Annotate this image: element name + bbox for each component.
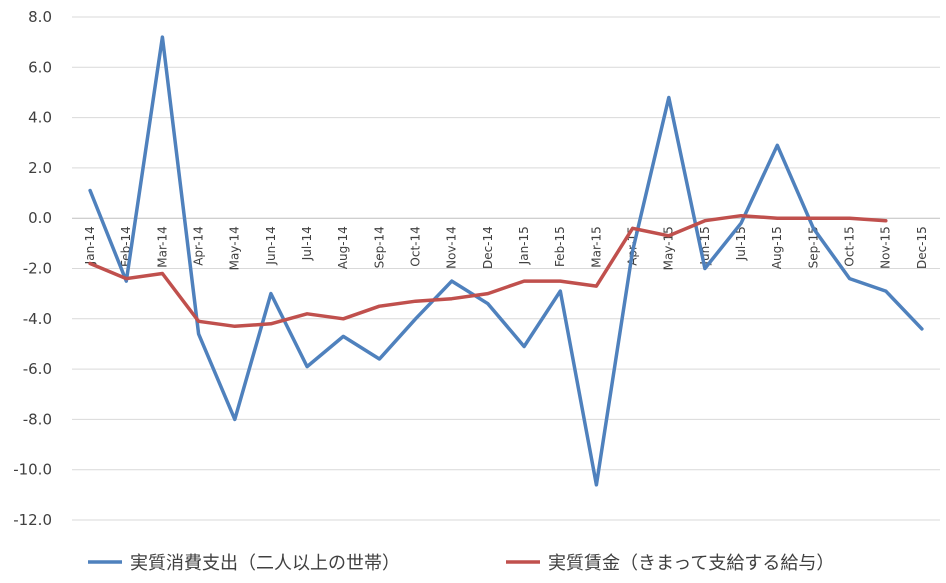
grid-lines <box>72 16 940 521</box>
x-tick-label: Nov-14 <box>445 226 459 269</box>
x-tick-label: Jul-15 <box>734 226 748 261</box>
x-tick-label: Oct-14 <box>409 226 423 266</box>
x-tick-label: Mar-14 <box>155 226 169 267</box>
x-tick-label: May-15 <box>662 226 676 270</box>
y-tick-label: -2.0 <box>23 260 52 278</box>
x-tick-label: Feb-15 <box>553 226 567 267</box>
y-tick-label: 4.0 <box>28 109 52 127</box>
y-tick-label: 6.0 <box>28 58 52 76</box>
y-tick-label: -12.0 <box>13 511 52 529</box>
x-tick-label: Apr-14 <box>192 226 206 266</box>
y-tick-label: -6.0 <box>23 360 52 378</box>
y-tick-label: 2.0 <box>28 159 52 177</box>
y-tick-label: -10.0 <box>13 461 52 479</box>
legend-label-consumption: 実質消費支出（二人以上の世帯） <box>130 553 400 574</box>
x-tick-label: Oct-15 <box>843 226 857 266</box>
y-tick-label: -4.0 <box>23 310 52 328</box>
x-tick-label: Jun-14 <box>264 226 278 265</box>
legend-label-wages: 実質賃金（きまって支給する給与） <box>548 553 834 574</box>
x-tick-label: Jan-15 <box>517 226 531 265</box>
y-axis-ticks: 8.0 6.0 4.0 2.0 0.0 -2.0 -4.0 -6.0 -8.0 -10.0 -12.… <box>13 8 52 529</box>
x-tick-label: Jul-14 <box>300 226 314 261</box>
series-lines <box>88 35 924 487</box>
x-tick-label: Nov-15 <box>879 226 893 269</box>
legend: 実質消費支出（二人以上の世帯） 実質賃金（きまって支給する給与） <box>88 553 834 574</box>
x-tick-label: May-14 <box>228 226 242 270</box>
y-tick-label: -8.0 <box>23 410 52 428</box>
x-tick-label: Jan-14 <box>83 226 97 265</box>
x-tick-label: Aug-15 <box>770 226 784 269</box>
x-axis-ticks: Jan-14 Feb-14 Mar-14 Apr-14 May-14 Jun-14 Jul-… <box>83 226 929 270</box>
x-tick-label: Sep-14 <box>372 226 386 268</box>
series-line-wages <box>88 213 888 329</box>
series-line-consumption <box>88 35 924 487</box>
x-tick-label: Sep-15 <box>806 226 820 268</box>
y-tick-label: 0.0 <box>28 209 52 227</box>
y-tick-label: 8.0 <box>28 8 52 26</box>
x-tick-label: Dec-15 <box>915 226 929 269</box>
x-tick-label: Aug-14 <box>336 226 350 269</box>
x-tick-label: Dec-14 <box>481 226 495 269</box>
x-tick-label: Mar-15 <box>589 226 603 267</box>
